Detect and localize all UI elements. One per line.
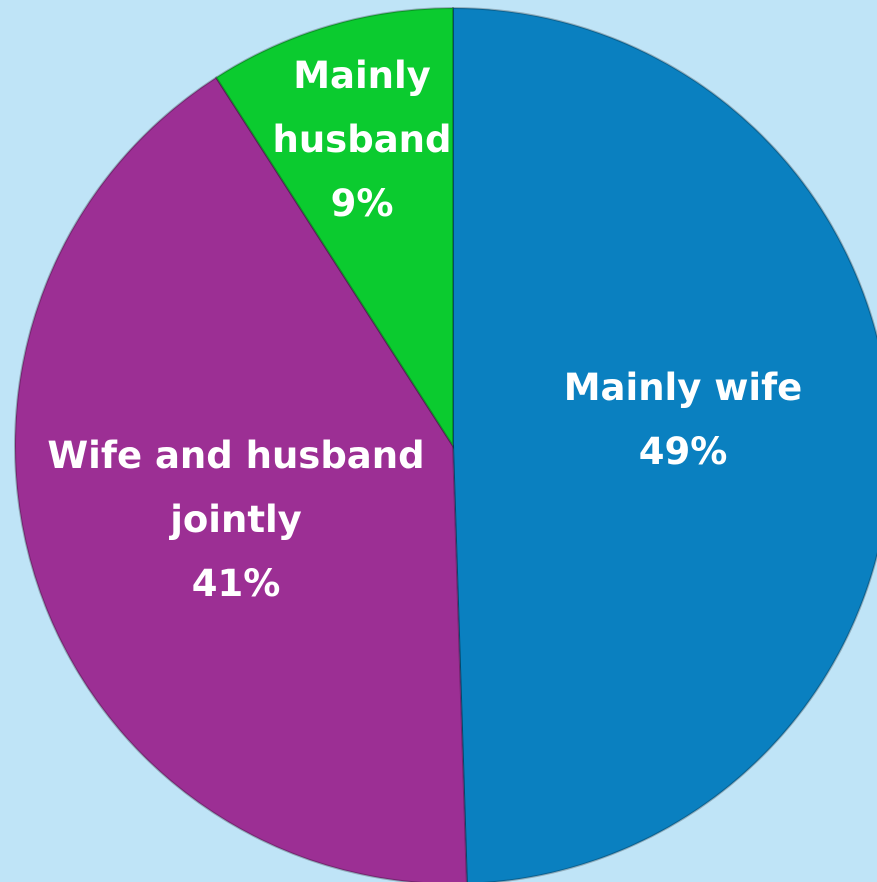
pie-slice [214,6,454,450]
slice-label: Mainly wife 49% [553,356,813,484]
category-label: Wife and husband jointly [47,434,425,541]
slice-label: Mainly husband 9% [267,44,457,236]
slice-label: Wife and husband jointly 41% [46,424,426,616]
value-label: 49% [638,430,728,473]
category-label: Mainly husband [272,54,452,161]
pie-slice [14,76,468,882]
value-label: 41% [191,562,281,605]
category-label: Mainly wife [563,366,803,409]
value-label: 9% [330,182,394,225]
pie-slice [452,6,877,882]
